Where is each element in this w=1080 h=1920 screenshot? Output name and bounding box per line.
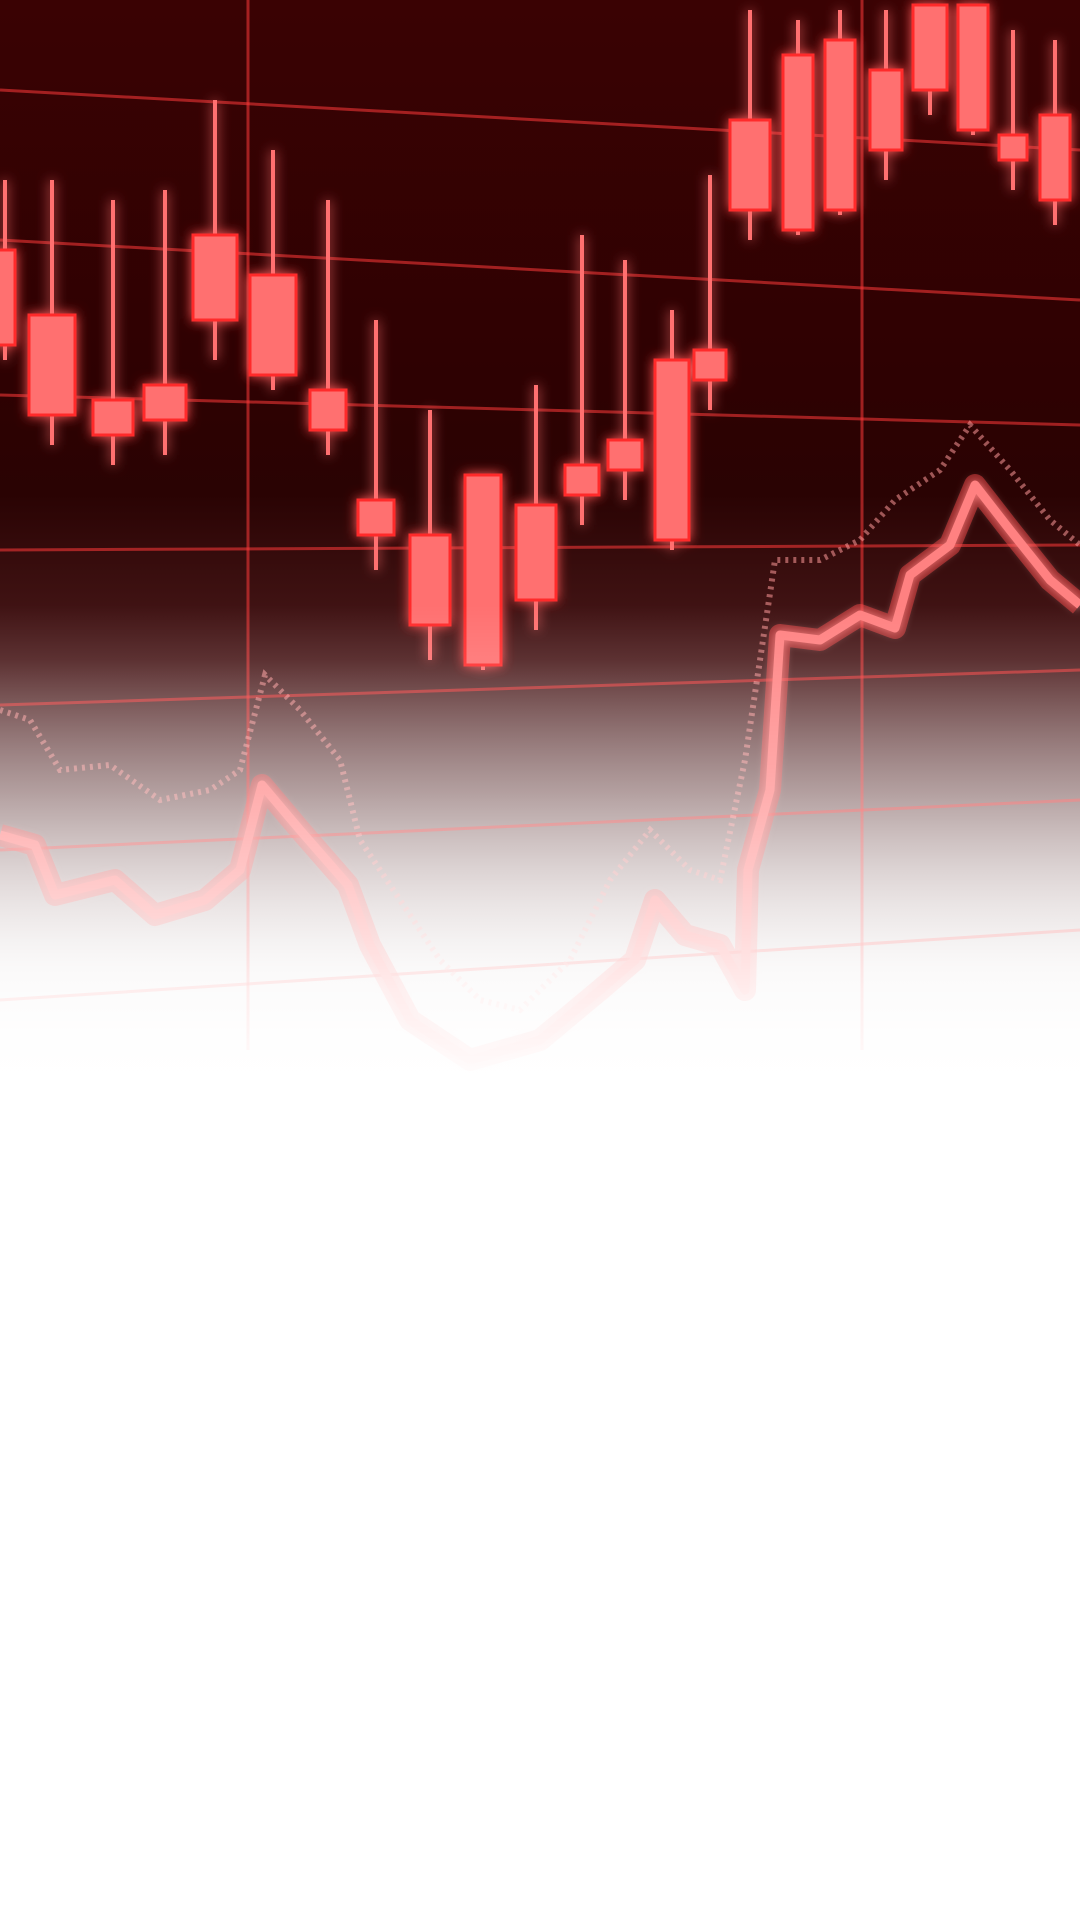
- grid-line-h: [0, 928, 1080, 1002]
- candle-body: [27, 313, 77, 417]
- candle-body: [823, 38, 857, 212]
- candle-body: [463, 473, 503, 667]
- candle-body: [142, 383, 188, 422]
- candle-body: [408, 533, 452, 627]
- candle-body: [514, 503, 558, 602]
- candle-body: [653, 358, 691, 542]
- candle-body: [868, 68, 904, 152]
- grid-line-h: [0, 88, 1080, 152]
- candle-body: [728, 118, 772, 212]
- candle-body: [0, 248, 17, 347]
- grid-line-h: [0, 798, 1080, 852]
- candle-body: [997, 133, 1029, 162]
- grid-line-h: [0, 238, 1080, 302]
- hero-chart-image: [0, 0, 1080, 1100]
- candle-body: [692, 348, 728, 382]
- candle-body: [308, 388, 348, 432]
- candle-body: [356, 498, 396, 537]
- candle-body: [248, 273, 298, 377]
- candle-body: [956, 3, 990, 132]
- candle-body: [781, 53, 815, 232]
- candle-body: [606, 438, 644, 472]
- grid-line-h: [0, 668, 1080, 707]
- blank-content-area: [0, 1100, 1080, 1920]
- candle-body: [563, 463, 601, 497]
- candle-body: [911, 3, 949, 92]
- candle-body: [91, 398, 135, 437]
- stock-chart-icon: [0, 0, 1080, 1071]
- candle-body: [1038, 113, 1072, 202]
- candle-body: [191, 233, 239, 322]
